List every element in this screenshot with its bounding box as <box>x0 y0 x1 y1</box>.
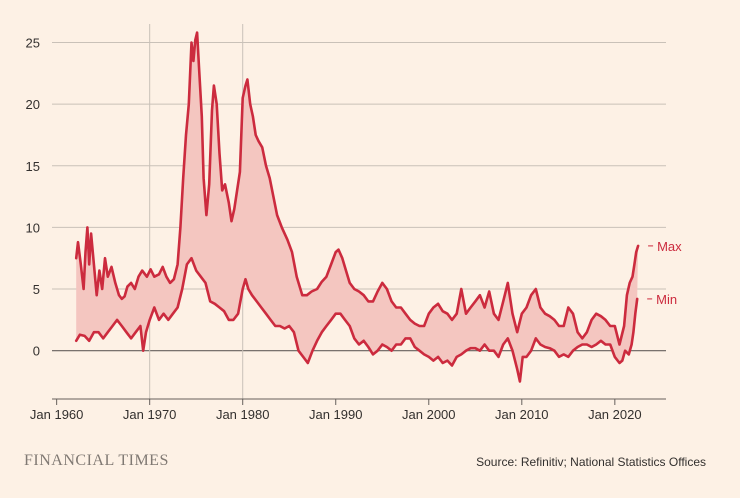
legend-label-min: Min <box>656 292 677 307</box>
y-tick-label: 25 <box>26 35 40 50</box>
x-tick-label: Jan 1960 <box>30 407 84 422</box>
ft-logo: FINANCIAL TIMES <box>24 452 169 469</box>
x-tick-labels: Jan 1960 Jan 1970 Jan 1980 Jan 1990 Jan 2000… <box>30 407 642 422</box>
x-tick-label: Jan 1980 <box>216 407 270 422</box>
series-line-max <box>74 31 640 346</box>
x-axis <box>52 398 666 405</box>
series-line-min <box>74 256 639 383</box>
y-tick-label: 5 <box>33 282 40 297</box>
range-band <box>76 32 639 382</box>
band <box>76 32 639 382</box>
y-tick-labels: 0 5 10 15 20 25 <box>26 35 40 358</box>
x-tick-label: Jan 1990 <box>309 407 363 422</box>
source-note: Source: Refinitiv; National Statistics O… <box>476 455 706 469</box>
y-tick-label: 20 <box>26 97 40 112</box>
y-tick-label: 10 <box>26 220 40 235</box>
x-tick-label: Jan 2000 <box>402 407 456 422</box>
x-tick-label: Jan 2020 <box>588 407 642 422</box>
series-lines <box>74 31 640 383</box>
y-tick-label: 0 <box>33 344 40 359</box>
x-tick-label: Jan 1970 <box>123 407 177 422</box>
legend-label-max: Max <box>657 239 682 254</box>
y-tick-label: 15 <box>26 159 40 174</box>
legend: Max Min <box>647 239 682 307</box>
x-tick-label: Jan 2010 <box>495 407 549 422</box>
